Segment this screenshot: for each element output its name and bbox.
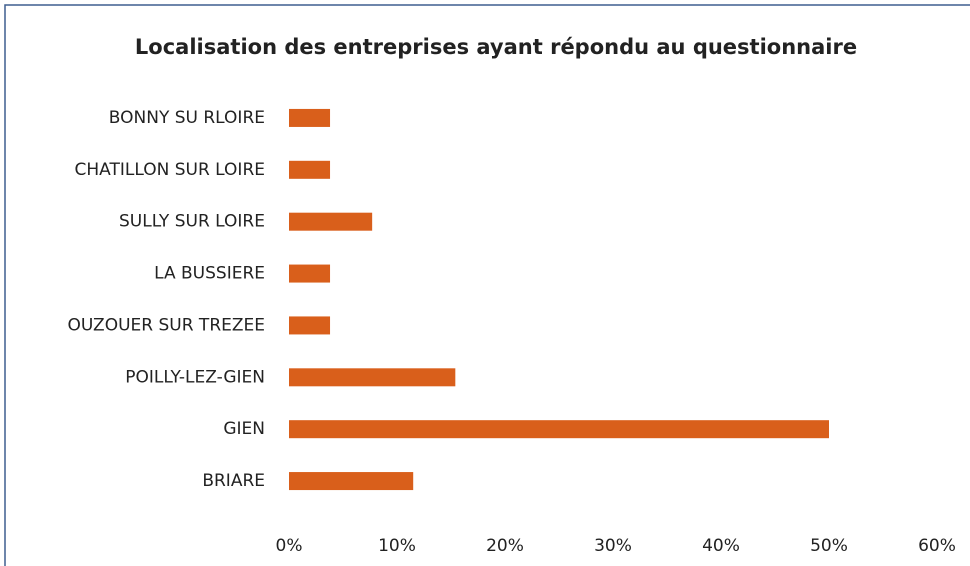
x-tick-label: 10%: [378, 536, 416, 556]
bar: [289, 264, 331, 283]
x-tick-label: 50%: [810, 536, 848, 556]
bar: [289, 420, 829, 439]
bar: [289, 108, 331, 127]
y-tick-label: SULLY SUR LOIRE: [119, 212, 265, 232]
y-tick-label: GIEN: [223, 419, 265, 439]
y-tick-label: OUZOUER SUR TREZEE: [68, 315, 265, 335]
x-tick-label: 60%: [918, 536, 956, 556]
bar: [289, 160, 331, 179]
y-tick-label: BRIARE: [202, 471, 265, 491]
x-tick-label: 30%: [594, 536, 632, 556]
bar: [289, 316, 331, 335]
x-tick-label: 20%: [486, 536, 524, 556]
bar: [289, 368, 456, 387]
chart-frame: [4, 4, 970, 566]
bar: [289, 212, 373, 231]
chart-title: Localisation des entreprises ayant répon…: [135, 35, 857, 59]
y-tick-label: BONNY SU RLOIRE: [109, 108, 265, 128]
y-tick-label: CHATILLON SUR LOIRE: [75, 160, 265, 180]
bar: [289, 472, 414, 491]
y-tick-label: POILLY-LEZ-GIEN: [125, 367, 265, 387]
y-tick-label: LA BUSSIERE: [154, 264, 265, 284]
x-tick-label: 0%: [276, 536, 303, 556]
x-tick-label: 40%: [702, 536, 740, 556]
